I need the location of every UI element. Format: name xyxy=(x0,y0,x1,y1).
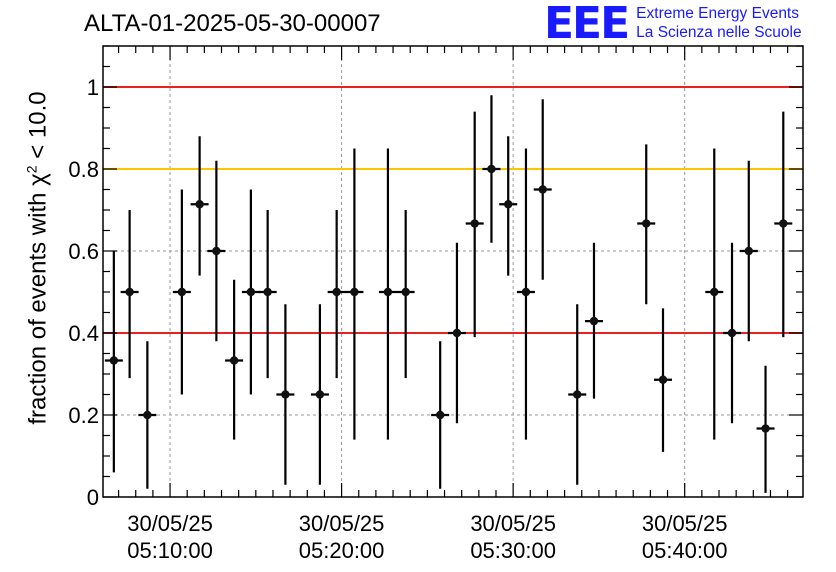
x-tick-label: 05:10:00 xyxy=(127,538,213,563)
data-point xyxy=(281,390,290,399)
data-point xyxy=(332,287,341,297)
logo-line-2: La Scienza nelle Scuole xyxy=(636,24,802,41)
data-point xyxy=(212,246,221,256)
y-axis-label-prefix: fraction of events with χ xyxy=(24,173,52,425)
axis-layer: 00.20.40.60.8130/05/2505:10:0030/05/2505… xyxy=(68,45,803,563)
data-point xyxy=(642,219,651,228)
data-point xyxy=(521,287,531,297)
data-point xyxy=(401,287,410,297)
eee-logo: EEE Extreme Energy Events La Scienza nel… xyxy=(544,0,802,49)
data-point xyxy=(573,390,582,399)
x-tick-label: 05:20:00 xyxy=(299,538,385,563)
x-tick-label: 30/05/25 xyxy=(299,511,385,536)
x-tick-label: 30/05/25 xyxy=(642,511,728,536)
data-point xyxy=(727,328,737,338)
reference-lines xyxy=(103,86,803,334)
data-point xyxy=(504,200,513,209)
data-layer xyxy=(104,95,793,493)
y-axis-label-sup: 2 xyxy=(23,165,40,174)
data-point xyxy=(710,287,719,297)
eee-logo-mark: EEE xyxy=(544,0,630,49)
data-point xyxy=(470,219,479,228)
data-point xyxy=(658,375,668,384)
logo-line-1: Extreme Energy Events xyxy=(636,5,799,22)
y-tick-label: 0.8 xyxy=(68,157,99,182)
data-point xyxy=(487,164,496,174)
y-tick-label: 0.6 xyxy=(68,239,99,264)
data-point xyxy=(744,246,753,256)
data-point xyxy=(246,287,256,297)
y-tick-label: 1 xyxy=(87,75,99,100)
y-tick-label: 0.4 xyxy=(68,321,99,346)
x-tick-label: 30/05/25 xyxy=(127,511,213,536)
y-axis-label-suffix: < 10.0 xyxy=(24,91,52,166)
data-point xyxy=(538,185,547,194)
chart-title: ALTA-01-2025-05-30-00007 xyxy=(84,10,381,37)
data-point xyxy=(435,410,445,420)
y-axis-label: fraction of events with χ2 < 10.0 xyxy=(24,91,53,424)
data-point xyxy=(143,410,152,420)
data-point xyxy=(383,287,393,297)
y-tick-label: 0.2 xyxy=(68,403,99,428)
data-point xyxy=(350,287,359,297)
data-point xyxy=(177,287,187,297)
data-point xyxy=(195,200,204,209)
data-point xyxy=(761,424,770,433)
x-tick-label: 05:30:00 xyxy=(470,538,556,563)
data-point xyxy=(229,356,239,365)
data-point xyxy=(452,328,462,338)
x-tick-label: 05:40:00 xyxy=(642,538,728,563)
grid-layer xyxy=(103,46,803,497)
data-point xyxy=(263,287,272,297)
data-point xyxy=(779,219,788,228)
data-point xyxy=(109,356,119,365)
data-point xyxy=(125,287,134,297)
data-point xyxy=(589,316,599,326)
plot-frame xyxy=(102,45,804,498)
y-tick-label: 0 xyxy=(87,485,99,510)
x-tick-label: 30/05/25 xyxy=(470,511,556,536)
data-point xyxy=(315,390,325,399)
eee-logo-text: Extreme Energy Events La Scienza nelle S… xyxy=(636,4,801,42)
